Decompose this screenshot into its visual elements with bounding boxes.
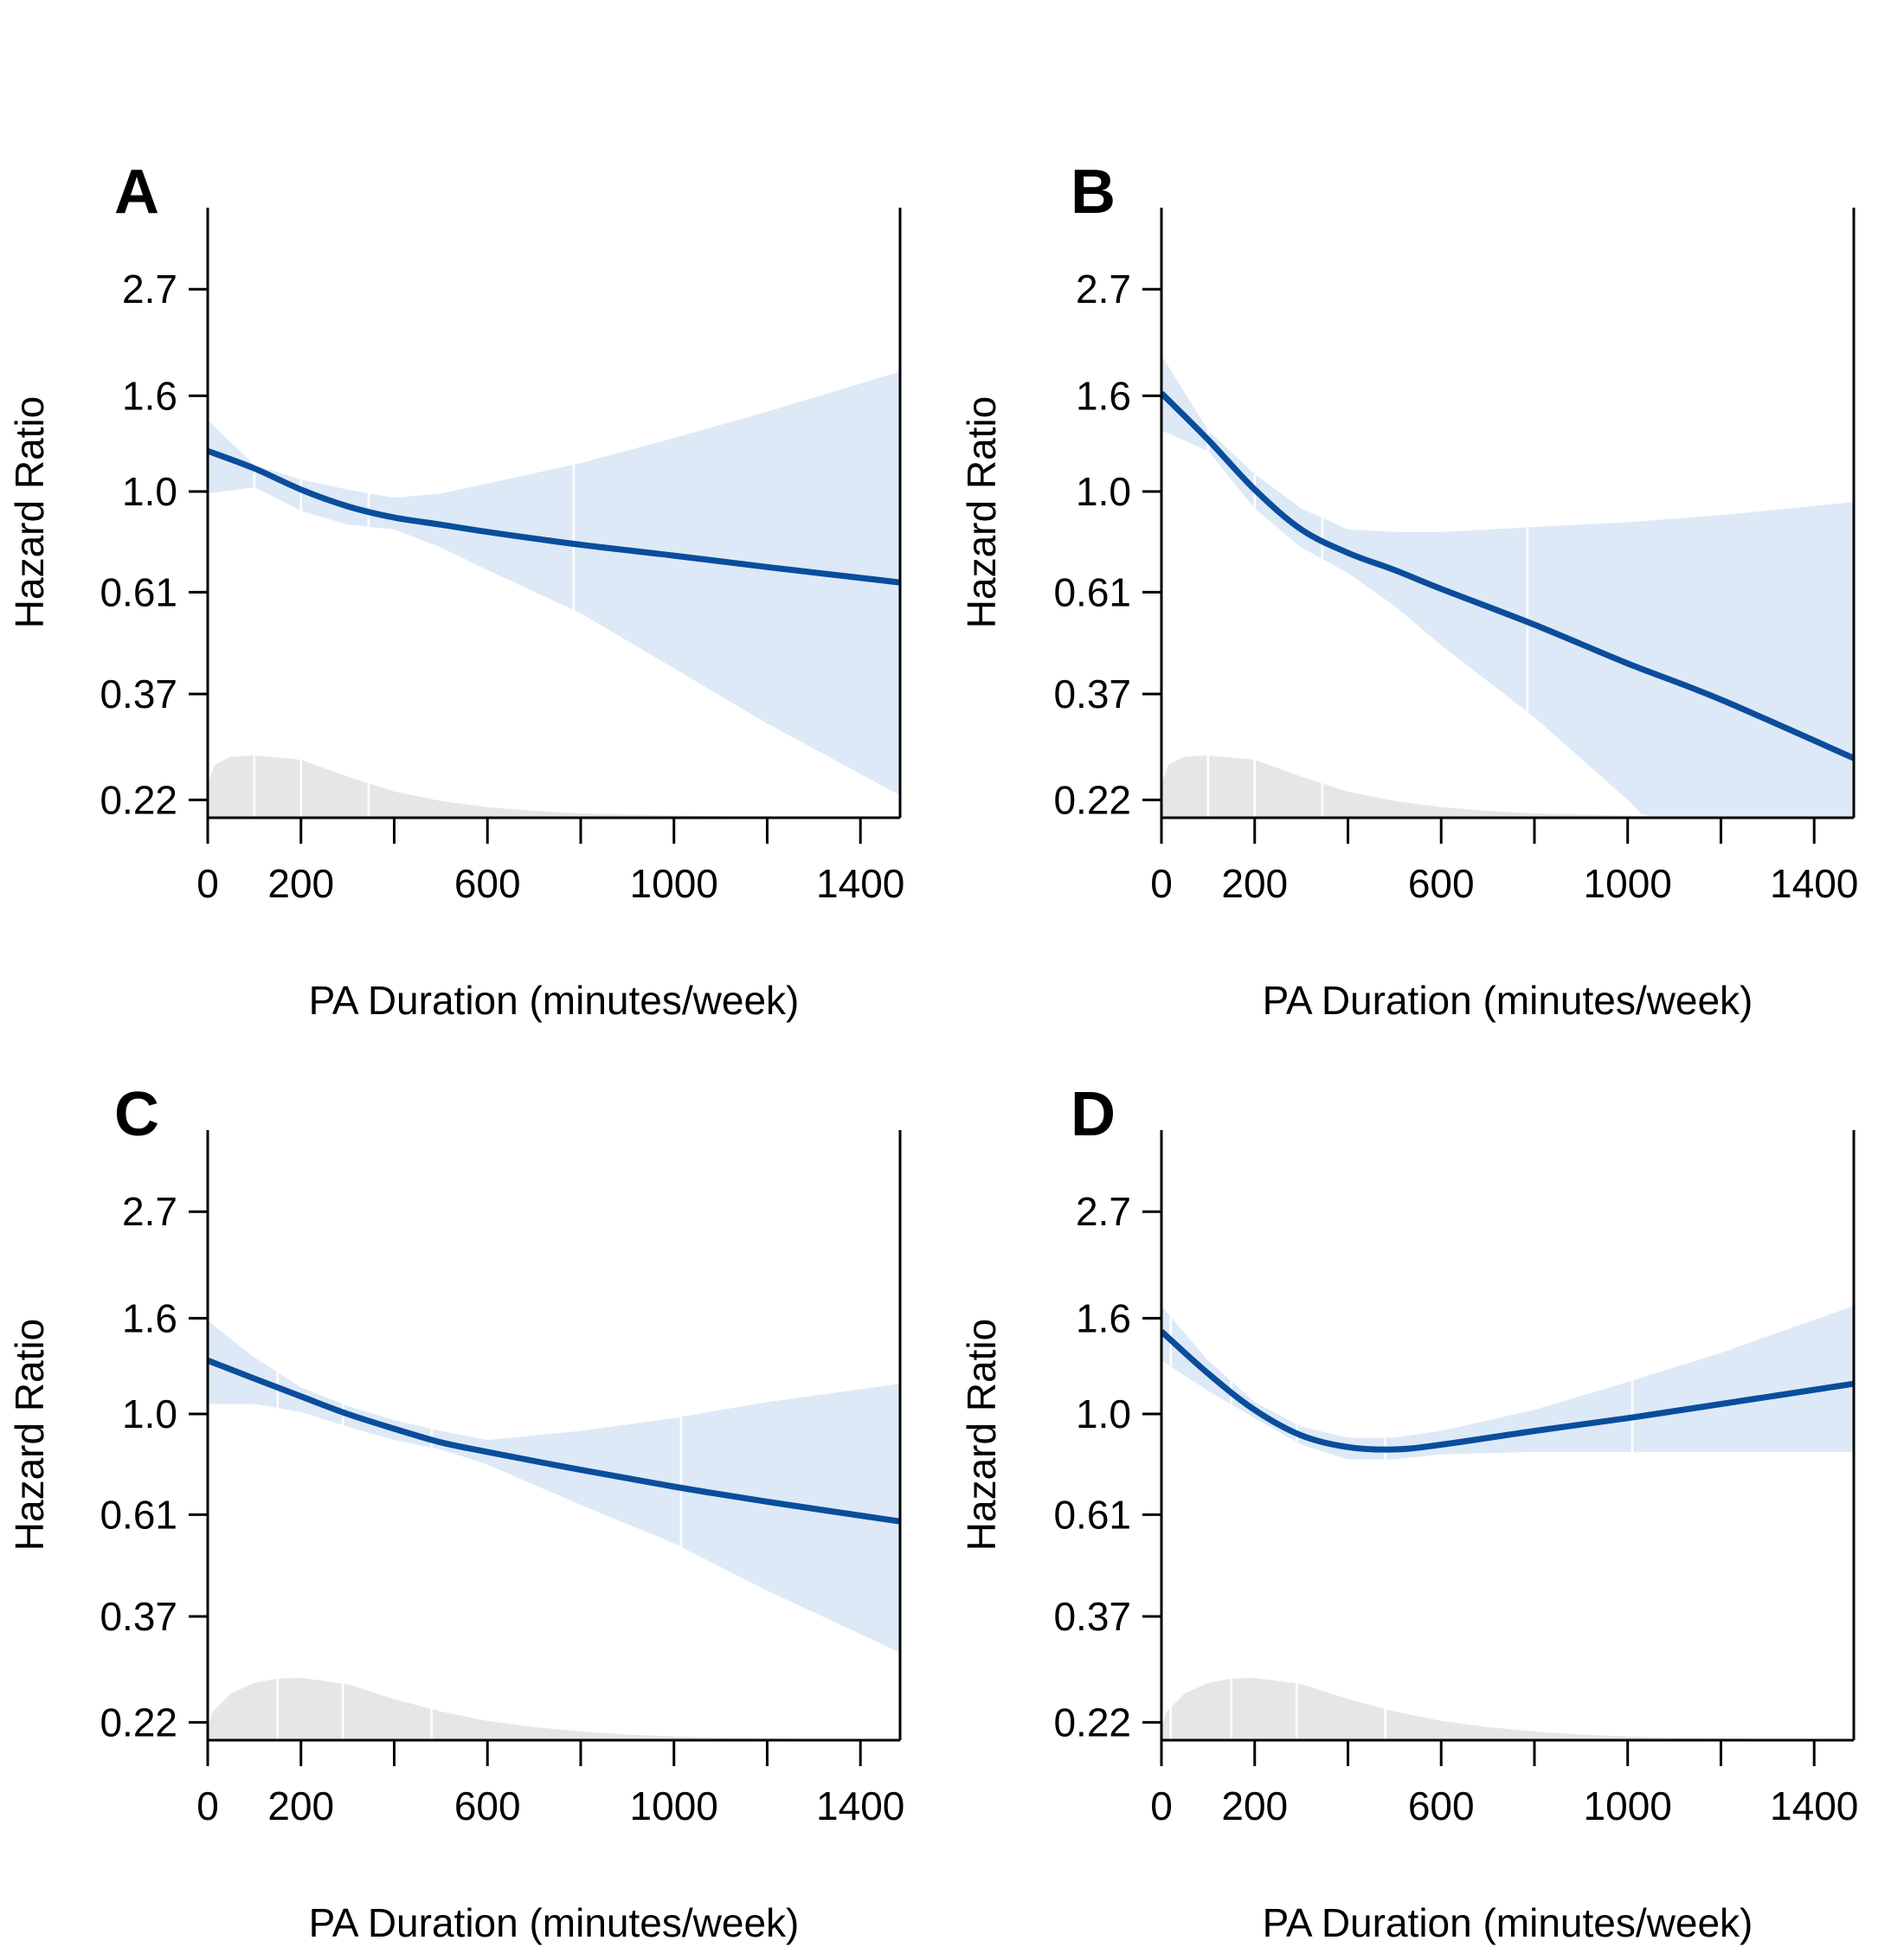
y-tick-label: 0.22	[1053, 777, 1131, 822]
y-tick-label: 2.7	[122, 267, 177, 312]
y-tick-label: 0.61	[1053, 569, 1131, 614]
x-tick-label: 600	[1408, 1783, 1475, 1828]
density-area	[208, 755, 900, 818]
x-tick-label: 600	[1408, 861, 1475, 906]
y-tick-label: 2.7	[1076, 1189, 1131, 1234]
confidence-band	[208, 371, 900, 796]
x-tick-label: 0	[196, 861, 219, 906]
x-tick-label: 0	[1150, 1783, 1173, 1828]
panel-letter-b: B	[1071, 157, 1116, 227]
y-tick-label: 0.37	[1053, 671, 1131, 716]
panel-d: D Hazard Ratio PA Duration (minutes/week…	[959, 1080, 1858, 1945]
x-tick-label: 1400	[1770, 861, 1858, 906]
confidence-band	[1161, 1306, 1854, 1460]
y-tick-label: 1.0	[1076, 469, 1131, 514]
x-tick-label: 1400	[816, 861, 904, 906]
density-area	[208, 1678, 900, 1740]
x-tick-label: 1000	[630, 1783, 718, 1828]
hazard-ratio-line	[1161, 1328, 1854, 1453]
y-tick-label: 1.6	[122, 373, 177, 418]
y-tick-label: 2.7	[122, 1189, 177, 1234]
hazard-ratio-line	[1161, 390, 1854, 761]
y-tick-label: 0.37	[100, 1594, 177, 1639]
x-tick-label: 1400	[1770, 1783, 1858, 1828]
confidence-band	[1161, 355, 1854, 818]
confidence-band	[208, 1320, 900, 1653]
y-tick-label: 0.22	[1053, 1700, 1131, 1745]
y-tick-label: 0.61	[100, 569, 177, 614]
x-tick-label: 1000	[1584, 1783, 1672, 1828]
y-tick-label: 2.7	[1076, 267, 1131, 312]
x-tick-label: 200	[1221, 861, 1288, 906]
x-tick-label: 600	[454, 1783, 521, 1828]
x-tick-label: 1000	[630, 861, 718, 906]
density-area	[1161, 1678, 1854, 1740]
x-tick-label: 1000	[1584, 861, 1672, 906]
density-area	[1161, 755, 1854, 818]
y-axis-title-c: Hazard Ratio	[7, 1319, 52, 1551]
x-tick-label: 200	[1221, 1783, 1288, 1828]
x-axis-title-d: PA Duration (minutes/week)	[1263, 1900, 1753, 1945]
x-axis-title-c: PA Duration (minutes/week)	[309, 1900, 800, 1945]
panel-letter-c: C	[114, 1080, 159, 1149]
x-tick-label: 200	[267, 861, 334, 906]
x-tick-label: 1400	[816, 1783, 904, 1828]
y-tick-label: 0.22	[100, 777, 177, 822]
y-tick-label: 1.0	[122, 469, 177, 514]
panel-letter-d: D	[1071, 1080, 1116, 1149]
x-tick-label: 200	[267, 1783, 334, 1828]
x-tick-label: 600	[454, 861, 521, 906]
y-tick-label: 1.0	[1076, 1391, 1131, 1436]
y-axis-title-a: Hazard Ratio	[7, 396, 52, 628]
hazard-ratio-line	[208, 447, 900, 586]
y-tick-label: 1.6	[1076, 373, 1131, 418]
y-tick-label: 1.6	[122, 1295, 177, 1340]
x-axis-title-a: PA Duration (minutes/week)	[309, 978, 800, 1023]
x-tick-label: 0	[1150, 861, 1173, 906]
panel-a: A Hazard Ratio PA Duration (minutes/week…	[7, 157, 904, 1023]
panel-b: B Hazard Ratio PA Duration (minutes/week…	[959, 157, 1858, 1023]
y-tick-label: 0.22	[100, 1700, 177, 1745]
panel-letter-a: A	[114, 157, 159, 227]
y-axis-title-d: Hazard Ratio	[959, 1319, 1004, 1551]
y-tick-label: 1.0	[122, 1391, 177, 1436]
x-tick-label: 0	[196, 1783, 219, 1828]
panel-c: C Hazard Ratio PA Duration (minutes/week…	[7, 1080, 904, 1945]
x-axis-title-b: PA Duration (minutes/week)	[1263, 978, 1753, 1023]
y-tick-label: 0.37	[100, 671, 177, 716]
y-tick-label: 1.6	[1076, 1295, 1131, 1340]
hazard-ratio-line	[208, 1357, 900, 1525]
y-tick-label: 0.37	[1053, 1594, 1131, 1639]
y-tick-label: 0.61	[100, 1492, 177, 1537]
y-tick-label: 0.61	[1053, 1492, 1131, 1537]
y-axis-title-b: Hazard Ratio	[959, 396, 1004, 628]
